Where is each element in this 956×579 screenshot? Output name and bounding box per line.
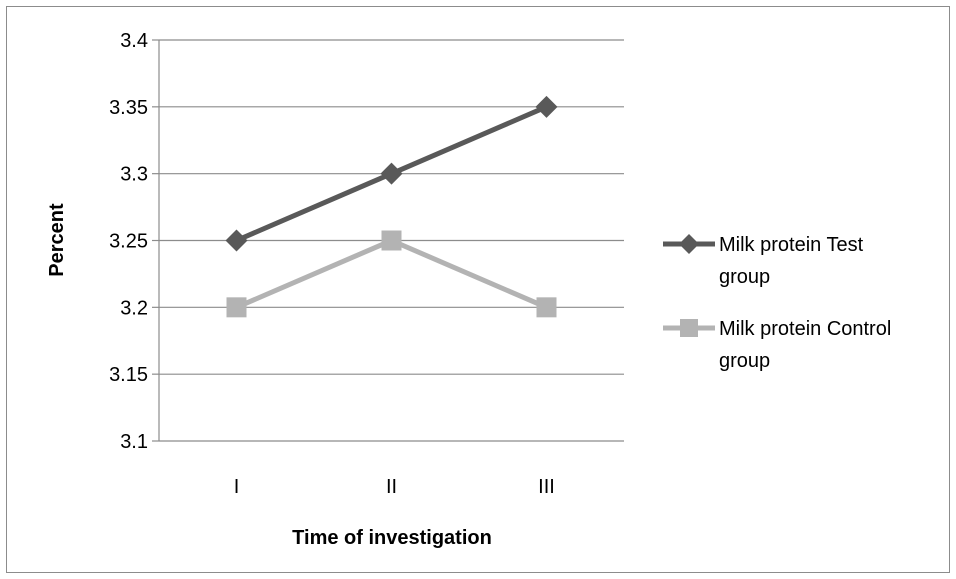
line-chart: 3.13.153.23.253.33.353.4 I II III Percent … (46, 30, 891, 549)
legend: Milk protein Test group Milk protein Contr… (663, 234, 891, 372)
legend-label: group (719, 266, 770, 288)
y-tick-label: 3.3 (120, 164, 148, 186)
legend-marker-square (680, 319, 698, 337)
data-point-diamond (380, 162, 403, 185)
x-axis-title: Time of investigation (292, 527, 492, 549)
legend-label: Milk protein Test (719, 234, 864, 256)
legend-marker-diamond (679, 234, 699, 254)
series-lines (225, 95, 558, 318)
x-tick-label: III (538, 476, 555, 498)
y-axis-title: Percent (46, 203, 68, 277)
legend-label: group (719, 350, 770, 372)
y-tick-label: 3.15 (109, 364, 148, 386)
y-tick-label: 3.2 (120, 297, 148, 319)
data-point-square (226, 297, 247, 318)
series-line-2 (235, 238, 548, 310)
legend-label: Milk protein Control (719, 318, 891, 340)
data-point-diamond (225, 229, 248, 252)
y-tick-label: 3.1 (120, 431, 148, 453)
chart-frame: 3.1 3.15 3.2 3.25 3.3 3.35 3.4 I II III Percent … (6, 6, 950, 573)
y-tick-label: 3.35 (109, 97, 148, 119)
y-tick-label: 3.4 (120, 30, 148, 52)
x-tick-label: I (234, 476, 240, 498)
y-tick-label: 3.25 (109, 231, 148, 253)
y-tick-labels: 3.1 3.15 3.2 3.25 3.3 3.35 3.4 (109, 30, 148, 453)
data-point-square (381, 230, 402, 251)
x-tick-label: II (386, 476, 397, 498)
data-point-diamond (535, 95, 558, 118)
x-tick-labels: I II III (234, 476, 555, 498)
data-point-square (536, 297, 557, 318)
